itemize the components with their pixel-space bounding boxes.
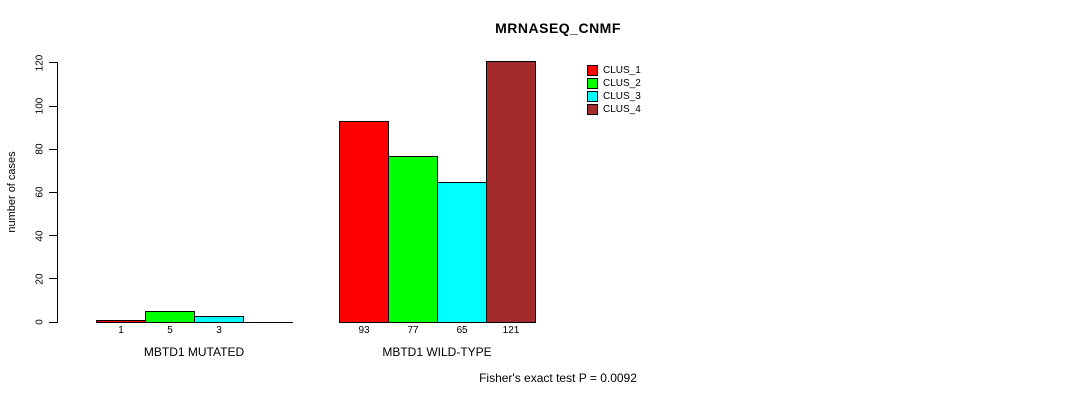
- legend-label: CLUS_2: [603, 78, 641, 89]
- bar: [96, 319, 146, 323]
- legend-label: CLUS_4: [603, 104, 641, 115]
- y-axis-title: number of cases: [6, 151, 18, 233]
- chart-title: MRNASEQ_CNMF: [495, 20, 621, 36]
- group-label: MBTD1 MUTATED: [143, 345, 245, 359]
- y-tick: [49, 278, 57, 280]
- legend-item: CLUS_2: [587, 77, 641, 90]
- bar: [388, 155, 438, 323]
- bar: [145, 311, 195, 323]
- bar-value-label: 3: [216, 325, 222, 336]
- y-tick: [49, 105, 57, 107]
- y-tick: [49, 191, 57, 193]
- legend-swatch: [587, 91, 598, 102]
- legend: CLUS_1 CLUS_2 CLUS_3 CLUS_4: [587, 64, 641, 116]
- bar-value-label: 77: [407, 325, 419, 336]
- legend-item: CLUS_3: [587, 90, 641, 103]
- bar: [194, 315, 244, 323]
- bar: [486, 60, 536, 323]
- y-tick-label: 100: [34, 97, 46, 115]
- zero-height-bar: [243, 322, 293, 323]
- bar: [339, 121, 389, 323]
- legend-swatch: [587, 78, 598, 89]
- group-label: MBTD1 WILD-TYPE: [382, 345, 492, 359]
- y-tick-label: 120: [34, 54, 46, 72]
- bar-value-label: 121: [502, 325, 520, 336]
- bar-value-label: 93: [358, 325, 370, 336]
- y-axis-line: [57, 62, 58, 323]
- y-tick: [49, 62, 57, 64]
- bar: [437, 181, 487, 323]
- y-tick-label: 80: [34, 143, 46, 155]
- y-tick-label: 40: [34, 230, 46, 242]
- y-tick: [49, 148, 57, 150]
- y-tick: [49, 235, 57, 237]
- legend-swatch: [587, 104, 598, 115]
- legend-label: CLUS_1: [603, 65, 641, 76]
- y-tick-label: 20: [34, 273, 46, 285]
- y-tick-label: 60: [34, 186, 46, 198]
- bar-value-label: 65: [456, 325, 468, 336]
- legend-item: CLUS_1: [587, 64, 641, 77]
- footer-stat-text: Fisher's exact test P = 0.0092: [479, 371, 637, 385]
- y-tick-label: 0: [34, 319, 46, 325]
- y-tick: [49, 321, 57, 323]
- legend-label: CLUS_3: [603, 91, 641, 102]
- legend-swatch: [587, 65, 598, 76]
- bar-value-label: 5: [167, 325, 173, 336]
- bar-value-label: 1: [118, 325, 124, 336]
- legend-item: CLUS_4: [587, 103, 641, 116]
